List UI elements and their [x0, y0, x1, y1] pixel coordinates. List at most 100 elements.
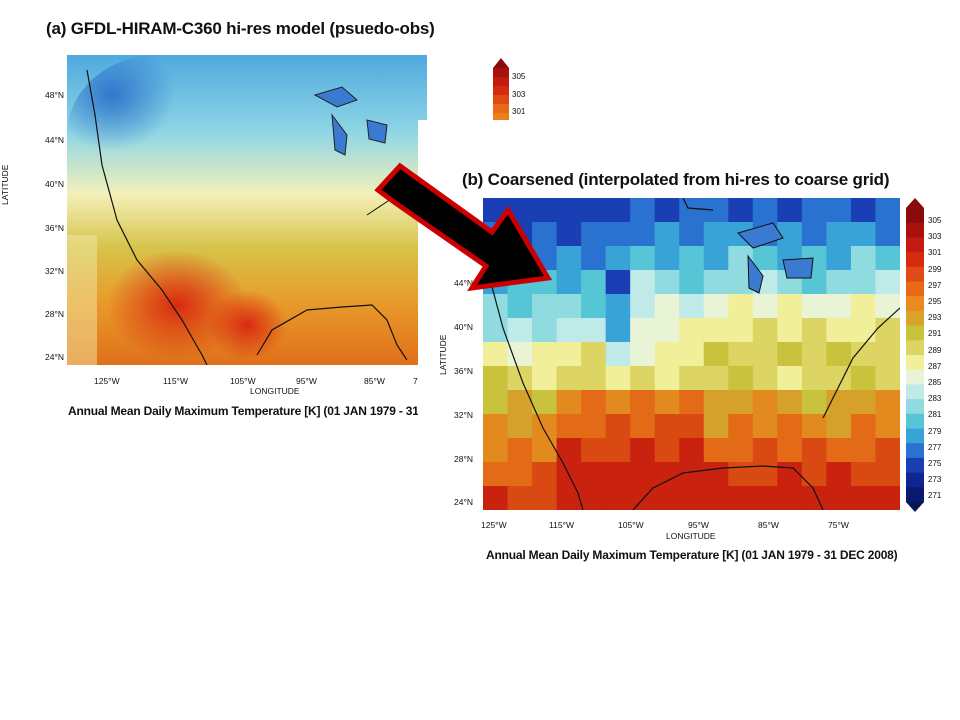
- lon-tick: 115°W: [549, 520, 574, 530]
- grid-cell: [679, 414, 705, 439]
- grid-cell: [679, 438, 705, 463]
- panel-b-ylabel: LATITUDE: [438, 334, 448, 375]
- panel-a-colorbar: 305 303 301: [493, 58, 533, 122]
- grid-cell: [703, 342, 729, 367]
- grid-cell: [654, 486, 680, 511]
- grid-cell: [728, 366, 754, 391]
- lat-tick: 44°N: [45, 135, 64, 145]
- grid-cell: [875, 390, 901, 415]
- grid-cell: [581, 438, 607, 463]
- grid-cell: [679, 462, 705, 487]
- grid-cell: [875, 222, 901, 247]
- colorbar-label: 305: [512, 72, 526, 81]
- colorbar-segment: [906, 399, 924, 415]
- grid-cell: [581, 198, 607, 223]
- colorbar-segment: [906, 413, 924, 429]
- lon-tick: 75°W: [828, 520, 849, 530]
- grid-cell: [507, 390, 533, 415]
- grid-cell: [875, 486, 901, 511]
- colorbar-segment: [906, 443, 924, 459]
- grid-cell: [630, 366, 656, 391]
- lat-tick: 32°N: [45, 266, 64, 276]
- lake-shape: [737, 222, 784, 249]
- grid-cell: [654, 366, 680, 391]
- grid-cell: [777, 438, 803, 463]
- grid-cell: [703, 414, 729, 439]
- grid-cell: [679, 486, 705, 511]
- grid-cell: [777, 222, 803, 247]
- grid-cell: [630, 342, 656, 367]
- grid-cell: [752, 246, 778, 271]
- lat-tick: 24°N: [454, 497, 473, 507]
- colorbar-label: 305: [928, 216, 942, 225]
- grid-cell: [850, 414, 876, 439]
- lon-tick: 105°W: [618, 520, 644, 530]
- grid-cell: [581, 294, 607, 319]
- grid-cell: [826, 222, 852, 247]
- grid-cell: [826, 294, 852, 319]
- grid-cell: [654, 246, 680, 271]
- grid-cell: [532, 222, 558, 247]
- grid-cell: [679, 342, 705, 367]
- grid-cell: [556, 270, 582, 295]
- grid-cell: [801, 342, 827, 367]
- grid-cell: [801, 294, 827, 319]
- colorbar-segment: [906, 355, 924, 371]
- colorbar-bottom-arrow: [906, 502, 924, 512]
- grid-cell: [875, 198, 901, 223]
- colorbar-label: 271: [928, 491, 942, 501]
- grid-cell: [728, 294, 754, 319]
- grid-cell: [850, 294, 876, 319]
- lat-tick: 44°N: [454, 278, 473, 288]
- grid-cell: [556, 198, 582, 223]
- grid-cell: [850, 462, 876, 487]
- coastline: [632, 465, 824, 511]
- grid-cell: [801, 222, 827, 247]
- lat-tick: 28°N: [454, 454, 473, 464]
- grid-cell: [679, 246, 705, 271]
- grid-cell: [630, 222, 656, 247]
- colorbar-label: 287: [928, 361, 942, 371]
- grid-cell: [581, 366, 607, 391]
- grid-cell: [728, 390, 754, 415]
- grid-cell: [654, 438, 680, 463]
- grid-cell: [801, 486, 827, 511]
- grid-cell: [777, 198, 803, 223]
- grid-cell: [630, 294, 656, 319]
- colorbar-segment: [906, 296, 924, 312]
- grid-cell: [654, 270, 680, 295]
- grid-cell: [556, 414, 582, 439]
- colorbar-segment: [906, 472, 924, 488]
- grid-cell: [850, 270, 876, 295]
- colorbar-segment: [906, 384, 924, 400]
- colorbar-label: 283: [928, 394, 942, 404]
- grid-cell: [630, 246, 656, 271]
- lat-tick: 24°N: [45, 352, 64, 362]
- colorbar-segment: [906, 457, 924, 474]
- grid-cell: [728, 462, 754, 487]
- grid-cell: [654, 294, 680, 319]
- grid-cell: [556, 318, 582, 343]
- coastline: [486, 267, 584, 511]
- grid-cell: [826, 486, 852, 511]
- grid-cell: [850, 318, 876, 343]
- grid-cell: [630, 390, 656, 415]
- grid-cell: [556, 366, 582, 391]
- colorbar-label: 303: [512, 90, 526, 99]
- grid-cell: [728, 342, 754, 367]
- grid-cell: [801, 438, 827, 463]
- grid-cell: [581, 270, 607, 295]
- grid-cell: [532, 318, 558, 343]
- grid-cell: [752, 318, 778, 343]
- grid-cell: [605, 318, 631, 343]
- grid-cell: [801, 414, 827, 439]
- colorbar-label: 301: [512, 107, 526, 116]
- colorbar-label: 281: [928, 410, 942, 420]
- grid-cell: [605, 366, 631, 391]
- grid-cell: [605, 486, 631, 511]
- colorbar-label: 285: [928, 378, 942, 387]
- grid-cell: [532, 390, 558, 415]
- grid-cell: [605, 294, 631, 319]
- grid-cell: [826, 414, 852, 439]
- grid-cell: [875, 462, 901, 487]
